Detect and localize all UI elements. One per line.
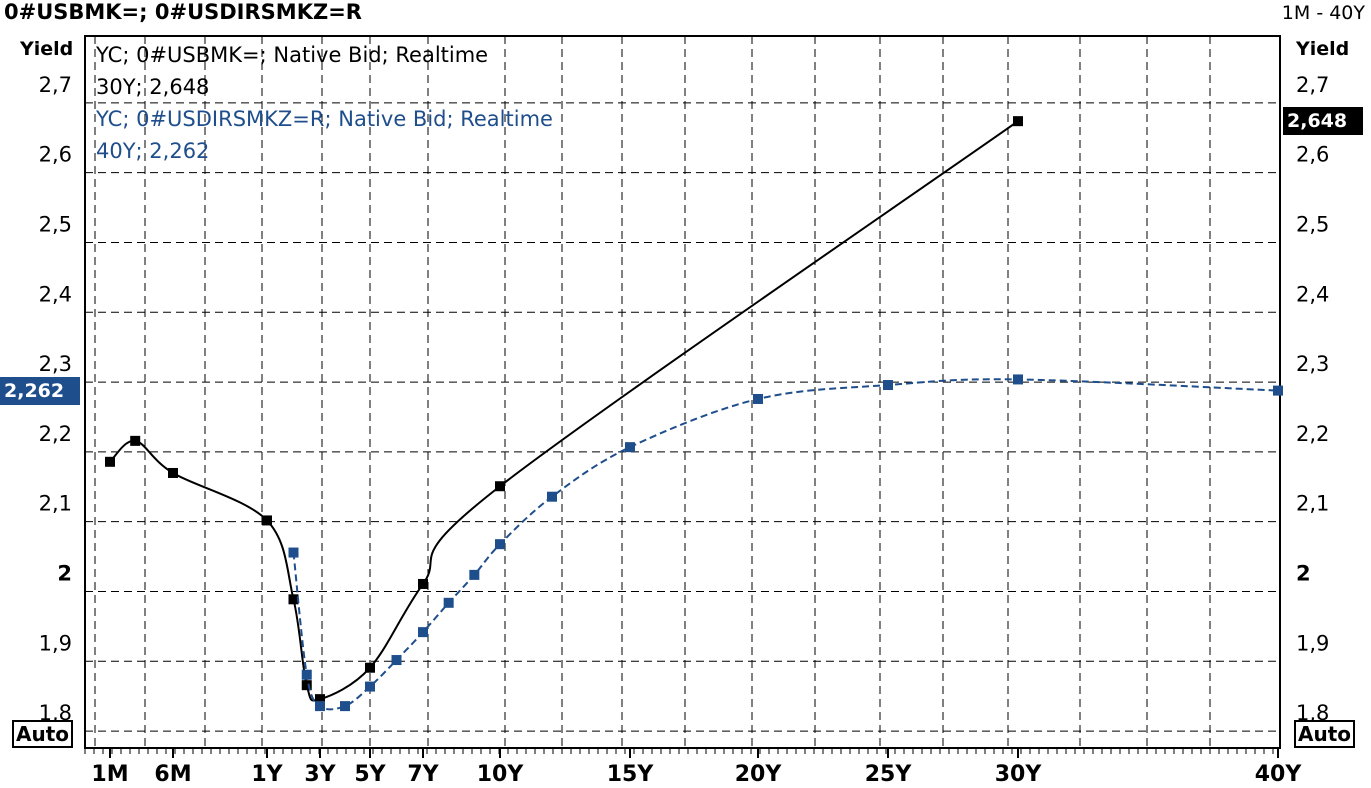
y-tick-label-left: 2,7 — [39, 73, 72, 97]
x-tick-label: 40Y — [1255, 762, 1303, 787]
legend-series-2-line-1: YC; 0#USDIRSMKZ=R; Native Bid; Realtime — [96, 107, 553, 131]
x-tick-label: 5Y — [354, 762, 386, 787]
auto-scale-button-right[interactable]: Auto — [1294, 720, 1356, 748]
x-ticks: 1M 6M 1Y 3Y 5Y 7Y 10Y 15Y 20Y 25Y 30Y 40Y — [84, 748, 1303, 787]
y-tick-label-right: 2,1 — [1296, 492, 1329, 516]
legend-series-2-line-2: 40Y; 2,262 — [96, 139, 210, 163]
series-2-point — [288, 547, 299, 558]
series-1-point — [105, 456, 115, 467]
x-tick-label: 30Y — [995, 762, 1043, 787]
series-2-point — [315, 701, 325, 712]
y-tick-label-left: 2,3 — [39, 352, 72, 376]
x-tick-label: 7Y — [407, 762, 439, 787]
series-2-point — [340, 701, 350, 712]
series-2-point — [1273, 385, 1283, 396]
y-tick-label-left: 2,5 — [39, 212, 72, 236]
chart-title: 0#USBMK=; 0#USDIRSMKZ=R — [4, 0, 362, 24]
series-2-point — [883, 380, 893, 391]
legend-series-1-line-2: 30Y; 2,648 — [96, 75, 210, 99]
series-1-point — [495, 481, 505, 492]
series-1-point — [301, 680, 312, 691]
x-tick-label: 25Y — [865, 762, 913, 787]
current-value-badge-left: 2,262 — [0, 376, 80, 405]
y-tick-label-left: 2,4 — [39, 282, 72, 306]
y-axis-label-right: Yield — [1296, 38, 1350, 60]
x-tick-label: 6M — [154, 762, 191, 787]
y-tick-label-right: 1,9 — [1296, 631, 1329, 655]
series-1-point — [288, 594, 299, 605]
series-2-point — [495, 539, 505, 550]
series-1-point — [1013, 116, 1023, 127]
y-tick-label-left: 2,2 — [39, 422, 72, 446]
plot-frame — [84, 35, 1281, 749]
series-1-point — [262, 515, 272, 526]
series-1-point — [315, 694, 325, 705]
y-tick-label-left: 2,6 — [39, 143, 72, 167]
grid — [85, 36, 1280, 748]
y-tick-label-left: 2,1 — [39, 492, 72, 516]
series-2-point — [301, 669, 312, 680]
range-label[interactable]: 1M - 40Y — [1281, 2, 1365, 24]
y-tick-label-right: 2,3 — [1296, 352, 1329, 376]
y-tick-label-right: 2,5 — [1296, 212, 1329, 236]
y-tick-label-right: 2,6 — [1296, 143, 1329, 167]
y-tick-label-right: 2,4 — [1296, 282, 1329, 306]
x-tick-label: 15Y — [607, 762, 655, 787]
series-2-point — [753, 393, 763, 404]
series-2-point — [547, 491, 557, 502]
y-ticks-right: 1,81,922,12,22,32,42,52,62,7 — [1296, 73, 1329, 725]
current-value-badge-right: 2,648 — [1283, 107, 1363, 136]
series-line-2 — [292, 378, 1279, 711]
y-tick-label-right: 2,2 — [1296, 422, 1329, 446]
y-tick-label-right: 2,7 — [1296, 73, 1329, 97]
series-2-point — [1013, 374, 1023, 385]
series-2-point — [418, 627, 428, 638]
y-tick-label-right: 2 — [1296, 561, 1311, 585]
series-1-point — [418, 578, 428, 589]
series-2-point — [469, 569, 480, 580]
y-axis-label-left: Yield — [20, 38, 74, 60]
x-tick-label: 3Y — [304, 762, 336, 787]
x-tick-label: 20Y — [735, 762, 783, 787]
series-layer — [105, 116, 1283, 712]
series-2-point — [391, 655, 402, 666]
series-2-point — [443, 597, 454, 608]
x-tick-label: 10Y — [477, 762, 525, 787]
series-line-1 — [109, 120, 1019, 702]
y-tick-label-left: 1,9 — [39, 631, 72, 655]
x-tick-label: 1Y — [251, 762, 283, 787]
x-tick-label: 1M — [91, 762, 128, 787]
series-1-point — [168, 467, 178, 478]
series-2-point — [625, 442, 635, 453]
series-1-point — [365, 662, 375, 673]
series-2-point — [365, 681, 375, 692]
legend-series-1-line-1: YC; 0#USBMK=; Native Bid; Realtime — [96, 43, 489, 67]
series-1-point — [130, 435, 141, 446]
y-tick-label-left: 2 — [57, 561, 72, 585]
auto-scale-button-left[interactable]: Auto — [12, 720, 74, 748]
